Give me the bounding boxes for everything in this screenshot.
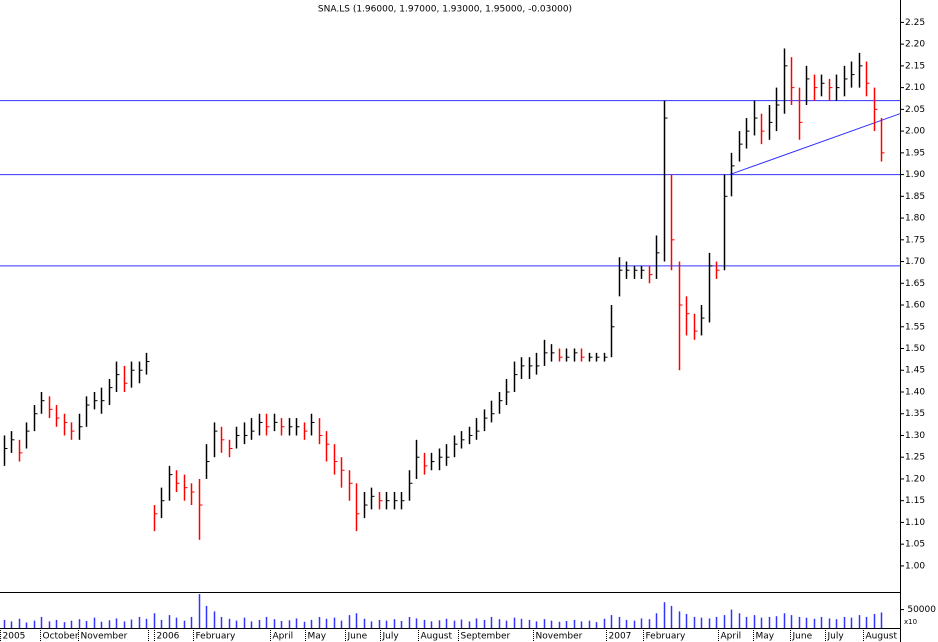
x-tick-label: July (382, 632, 400, 642)
x-tick-label: November (81, 632, 128, 642)
x-tick-label: May (756, 632, 775, 642)
y-tick-label: 1.20 (905, 474, 925, 484)
x-tick-label: October (43, 632, 79, 642)
y-tick-label: 2.25 (905, 18, 925, 28)
trend-line (729, 113, 901, 176)
y-tick-label: 1.85 (905, 192, 925, 202)
y-tick-label: 1.45 (905, 366, 925, 376)
y-tick-label: 2.20 (905, 40, 925, 50)
x-tick-label: November (536, 632, 583, 642)
volume-unit: x10 (904, 618, 917, 626)
y-tick-label: 2.05 (905, 105, 925, 115)
y-tick-label: 1.25 (905, 453, 925, 463)
y-tick-label: 1.05 (905, 540, 925, 550)
y-tick-label: 1.60 (905, 301, 925, 311)
y-tick-label: 1.15 (905, 496, 925, 506)
x-tick-label: February (196, 632, 237, 642)
y-tick-label: 2.00 (905, 127, 925, 137)
y-tick-label: 1.30 (905, 431, 925, 441)
y-tick-label: 1.10 (905, 518, 925, 528)
y-tick-label: 1.80 (905, 214, 925, 224)
x-tick-label: 2007 (609, 632, 632, 642)
volume-tick-label: 50000 (907, 605, 936, 615)
x-tick-label: April (721, 632, 742, 642)
y-tick-label: 2.10 (905, 83, 925, 93)
y-tick-label: 2.15 (905, 61, 925, 71)
x-tick-label: 2005 (3, 632, 26, 642)
x-tick-label: July (827, 632, 845, 642)
y-tick-label: 1.70 (905, 257, 925, 267)
x-tick-label: August (866, 632, 898, 642)
x-tick-label: September (461, 632, 511, 642)
y-tick-label: 1.95 (905, 148, 925, 158)
x-tick-label: June (347, 632, 368, 642)
x-tick-label: April (273, 632, 294, 642)
y-tick-label: 1.75 (905, 235, 925, 245)
y-tick-label: 1.90 (905, 170, 925, 180)
y-tick-label: 1.40 (905, 387, 925, 397)
x-tick-label: May (308, 632, 327, 642)
x-tick-label: August (421, 632, 453, 642)
chart-title: SNA.LS (1.96000, 1.97000, 1.93000, 1.950… (318, 5, 572, 15)
y-tick-label: 1.55 (905, 322, 925, 332)
y-tick-label: 1.50 (905, 344, 925, 354)
y-tick-label: 1.35 (905, 409, 925, 419)
y-tick-label: 1.00 (905, 561, 925, 571)
x-tick-label: June (792, 632, 813, 642)
x-tick-label: 2006 (157, 632, 180, 642)
y-tick-label: 1.65 (905, 279, 925, 289)
x-tick-label: February (646, 632, 687, 642)
